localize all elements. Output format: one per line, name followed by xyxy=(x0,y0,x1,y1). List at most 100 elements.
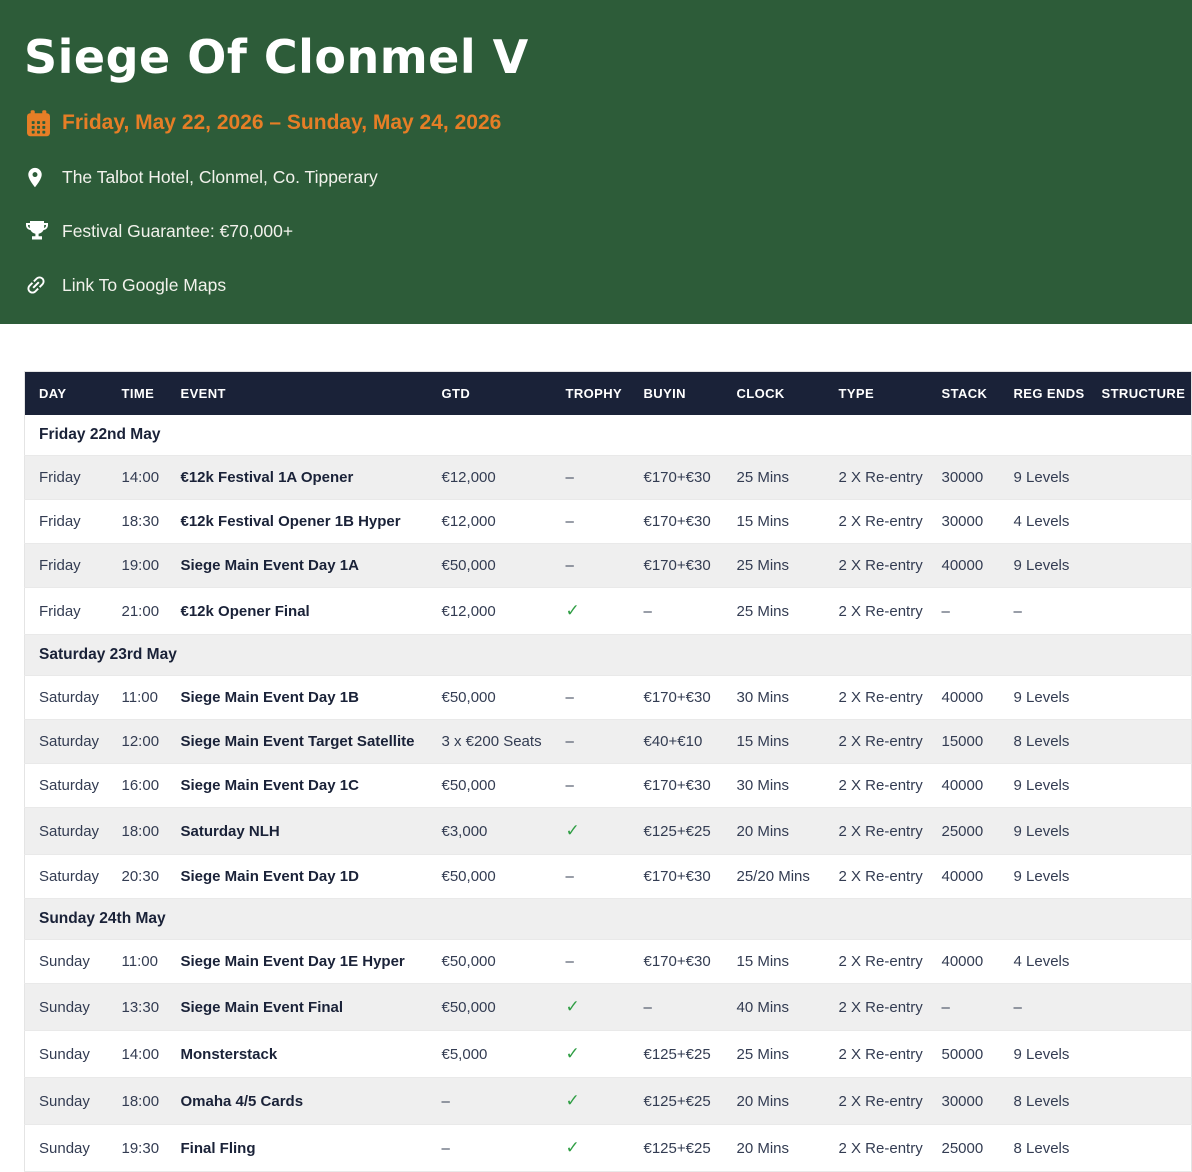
cell-reg_ends: – xyxy=(999,983,1088,1031)
cell-stack: – xyxy=(927,983,1000,1031)
cell-time: 12:00 xyxy=(107,719,167,764)
column-header-stack: STACK xyxy=(927,371,1000,415)
schedule-body: Friday 22nd May Friday 14:00 €12k Festival … xyxy=(24,415,1192,1172)
cell-day: Sunday xyxy=(24,1124,108,1172)
cell-structure xyxy=(1087,499,1192,544)
table-row: Saturday 18:00 Saturday NLH €3,000 ✓ €125+€25… xyxy=(24,807,1192,855)
event-date-range: Friday, May 22, 2026 – Sunday, May 24, 2… xyxy=(62,111,502,134)
table-row: Sunday 14:00 Monsterstack €5,000 ✓ €125+€25 25… xyxy=(24,1030,1192,1078)
cell-stack: 40000 xyxy=(927,939,1000,984)
cell-gtd: €5,000 xyxy=(427,1030,552,1078)
day-group-label: Friday 22nd May xyxy=(24,415,1192,456)
cell-trophy: ✓ xyxy=(551,983,630,1031)
cell-clock: 25 Mins xyxy=(722,543,825,588)
column-header-buyin: BUYIN xyxy=(629,371,723,415)
cell-clock: 20 Mins xyxy=(722,1077,825,1125)
cell-type: 2 X Re-entry xyxy=(824,939,928,984)
cell-gtd: – xyxy=(427,1124,552,1172)
cell-gtd: €50,000 xyxy=(427,763,552,808)
cell-clock: 40 Mins xyxy=(722,983,825,1031)
table-row: Friday 14:00 €12k Festival 1A Opener €12,00… xyxy=(24,455,1192,500)
cell-time: 21:00 xyxy=(107,587,167,635)
map-pin-icon xyxy=(24,163,62,192)
cell-time: 13:30 xyxy=(107,983,167,1031)
trophy-check-icon: ✓ xyxy=(565,601,580,620)
cell-trophy: – xyxy=(551,719,630,764)
cell-structure xyxy=(1087,543,1192,588)
cell-buyin: €170+€30 xyxy=(629,763,723,808)
schedule-header: DAY TIME EVENT GTD TROPHY BUYIN CLOCK TYPE STACK… xyxy=(24,371,1192,415)
cell-buyin: €125+€25 xyxy=(629,807,723,855)
cell-event: €12k Festival Opener 1B Hyper xyxy=(166,499,428,544)
cell-clock: 30 Mins xyxy=(722,763,825,808)
cell-buyin: €125+€25 xyxy=(629,1124,723,1172)
table-row: Sunday 11:00 Siege Main Event Day 1E Hyper… xyxy=(24,939,1192,984)
table-row: Friday 19:00 Siege Main Event Day 1A €50,00… xyxy=(24,543,1192,588)
cell-trophy: – xyxy=(551,499,630,544)
cell-trophy: ✓ xyxy=(551,1030,630,1078)
cell-day: Sunday xyxy=(24,939,108,984)
cell-reg_ends: 8 Levels xyxy=(999,1077,1088,1125)
day-group-label: Saturday 23rd May xyxy=(24,634,1192,676)
cell-gtd: €3,000 xyxy=(427,807,552,855)
cell-event: €12k Opener Final xyxy=(166,587,428,635)
cell-clock: 25 Mins xyxy=(722,455,825,500)
cell-reg_ends: 4 Levels xyxy=(999,939,1088,984)
cell-gtd: €50,000 xyxy=(427,854,552,899)
cell-trophy: – xyxy=(551,763,630,808)
cell-clock: 15 Mins xyxy=(722,499,825,544)
cell-gtd: 3 x €200 Seats xyxy=(427,719,552,764)
cell-trophy: – xyxy=(551,543,630,588)
date-row: Friday, May 22, 2026 – Sunday, May 24, 2… xyxy=(24,108,1168,138)
cell-clock: 20 Mins xyxy=(722,807,825,855)
cell-clock: 30 Mins xyxy=(722,675,825,720)
cell-buyin: €40+€10 xyxy=(629,719,723,764)
table-row: Sunday 19:30 Final Fling – ✓ €125+€25 20 Mins 2… xyxy=(24,1124,1192,1172)
cell-trophy: ✓ xyxy=(551,1124,630,1172)
cell-reg_ends: 9 Levels xyxy=(999,1030,1088,1078)
cell-structure xyxy=(1087,455,1192,500)
cell-type: 2 X Re-entry xyxy=(824,499,928,544)
google-maps-link[interactable]: Link To Google Maps xyxy=(62,274,227,295)
cell-event: Monsterstack xyxy=(166,1030,428,1078)
trophy-icon xyxy=(24,219,62,243)
table-row: Saturday 20:30 Siege Main Event Day 1D €50,… xyxy=(24,854,1192,899)
cell-day: Saturday xyxy=(24,807,108,855)
cell-structure xyxy=(1087,807,1192,855)
cell-clock: 25/20 Mins xyxy=(722,854,825,899)
cell-event: Siege Main Event Day 1C xyxy=(166,763,428,808)
cell-reg_ends: 9 Levels xyxy=(999,854,1088,899)
cell-reg_ends: 9 Levels xyxy=(999,763,1088,808)
cell-type: 2 X Re-entry xyxy=(824,1077,928,1125)
table-row: Saturday 12:00 Siege Main Event Target Sat… xyxy=(24,719,1192,764)
trophy-check-icon: ✓ xyxy=(565,997,580,1016)
cell-gtd: €12,000 xyxy=(427,455,552,500)
cell-reg_ends: 4 Levels xyxy=(999,499,1088,544)
cell-stack: 40000 xyxy=(927,854,1000,899)
cell-buyin: – xyxy=(629,983,723,1031)
cell-trophy: ✓ xyxy=(551,1077,630,1125)
table-row: Friday 18:30 €12k Festival Opener 1B Hyper… xyxy=(24,499,1192,544)
column-header-gtd: GTD xyxy=(427,371,552,415)
cell-event: Siege Main Event Day 1A xyxy=(166,543,428,588)
cell-type: 2 X Re-entry xyxy=(824,455,928,500)
cell-time: 18:00 xyxy=(107,807,167,855)
cell-time: 11:00 xyxy=(107,939,167,984)
table-row: Saturday 11:00 Siege Main Event Day 1B €50,… xyxy=(24,675,1192,720)
cell-day: Sunday xyxy=(24,1030,108,1078)
cell-event: Final Fling xyxy=(166,1124,428,1172)
cell-event: Siege Main Event Day 1E Hyper xyxy=(166,939,428,984)
cell-reg_ends: 9 Levels xyxy=(999,675,1088,720)
cell-day: Friday xyxy=(24,543,108,588)
column-header-structure: STRUCTURE xyxy=(1087,371,1192,415)
link-icon xyxy=(24,273,62,297)
cell-clock: 20 Mins xyxy=(722,1124,825,1172)
cell-type: 2 X Re-entry xyxy=(824,675,928,720)
guarantee-text: Festival Guarantee: €70,000+ xyxy=(62,220,294,241)
cell-buyin: €125+€25 xyxy=(629,1030,723,1078)
cell-reg_ends: 9 Levels xyxy=(999,455,1088,500)
cell-event: Omaha 4/5 Cards xyxy=(166,1077,428,1125)
cell-time: 18:30 xyxy=(107,499,167,544)
cell-stack: 40000 xyxy=(927,543,1000,588)
cell-day: Friday xyxy=(24,587,108,635)
